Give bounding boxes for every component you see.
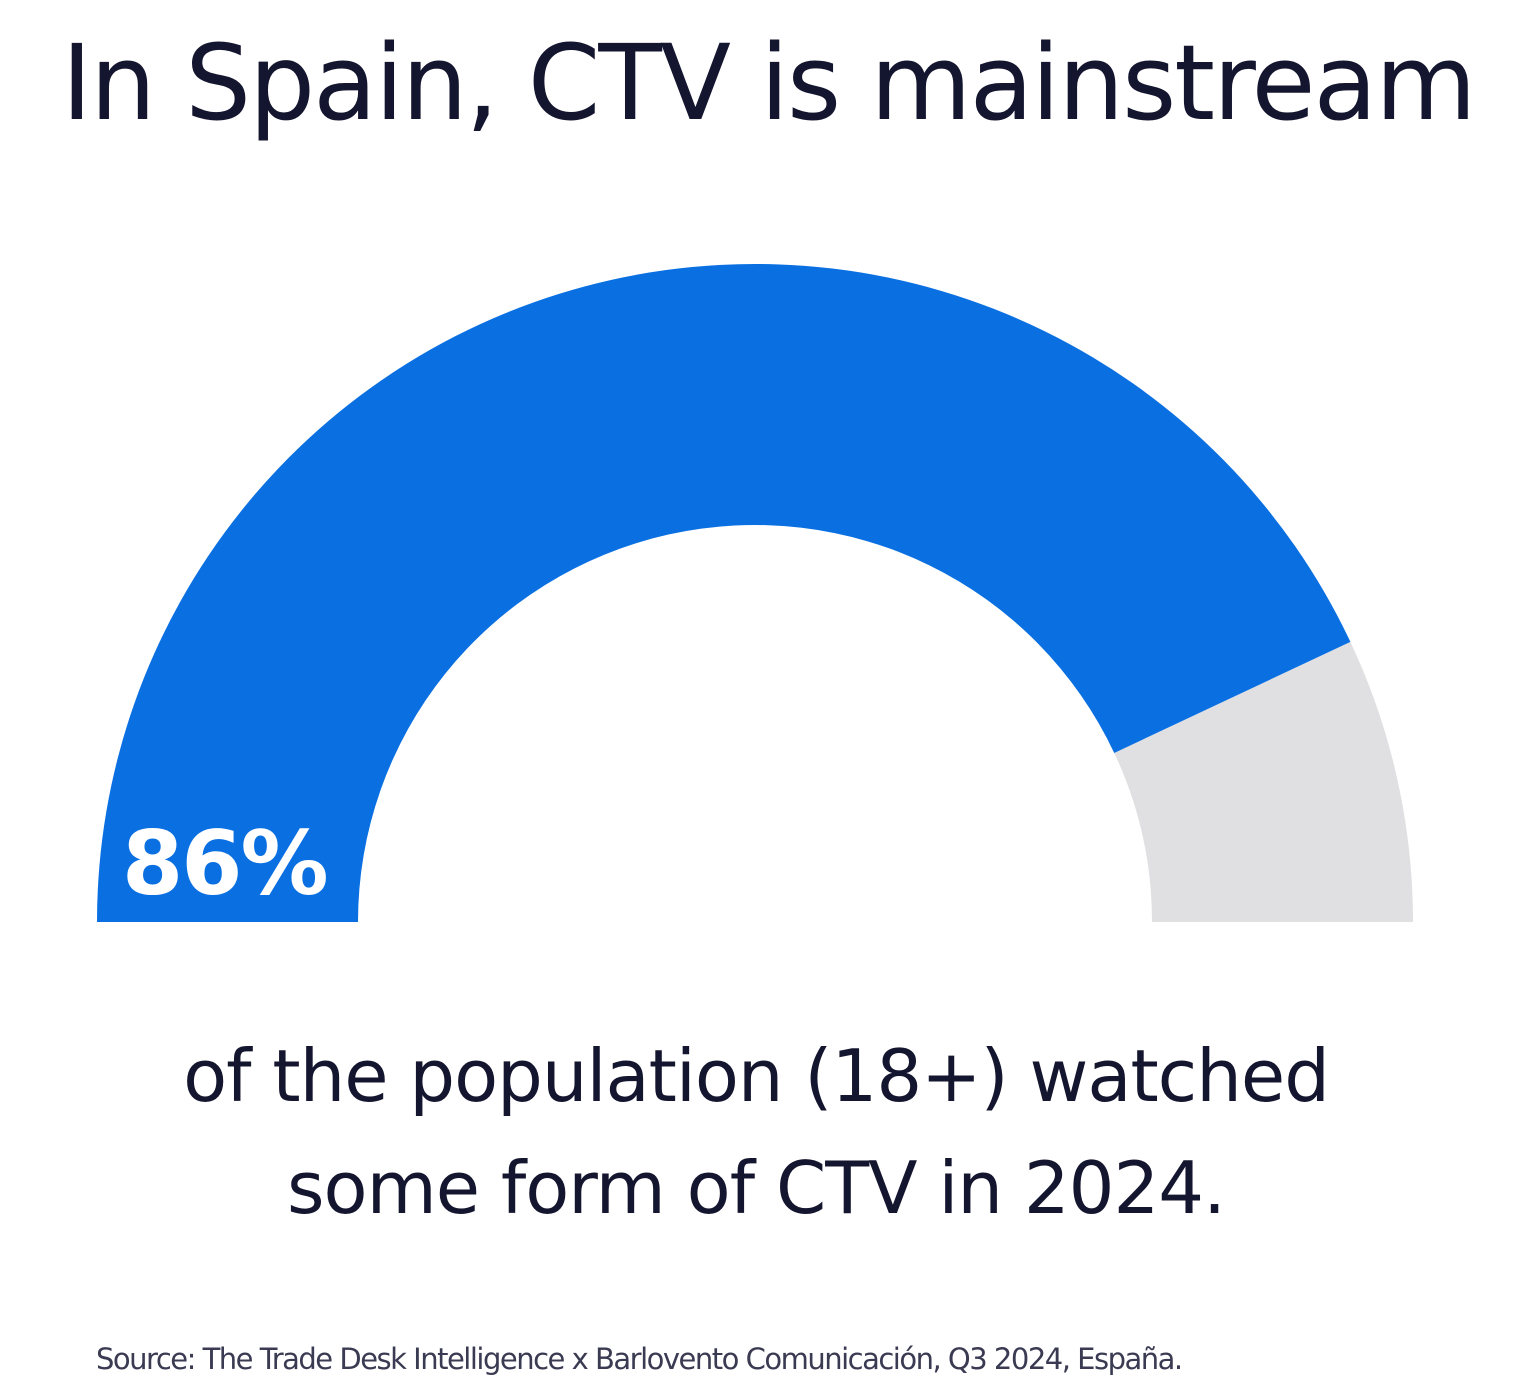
gauge-track — [1114, 641, 1413, 922]
caption-line-1: of the population (18+) watched — [183, 1034, 1330, 1118]
chart-title: In Spain, CTV is mainstream — [61, 22, 1476, 144]
gauge-caption: of the population (18+) watched some for… — [0, 1020, 1512, 1244]
source-note: Source: The Trade Desk Intelligence x Ba… — [96, 1342, 1183, 1376]
gauge-fill — [97, 264, 1351, 922]
caption-line-2: some form of CTV in 2024. — [287, 1146, 1226, 1230]
gauge-value-label: 86% — [122, 812, 329, 915]
